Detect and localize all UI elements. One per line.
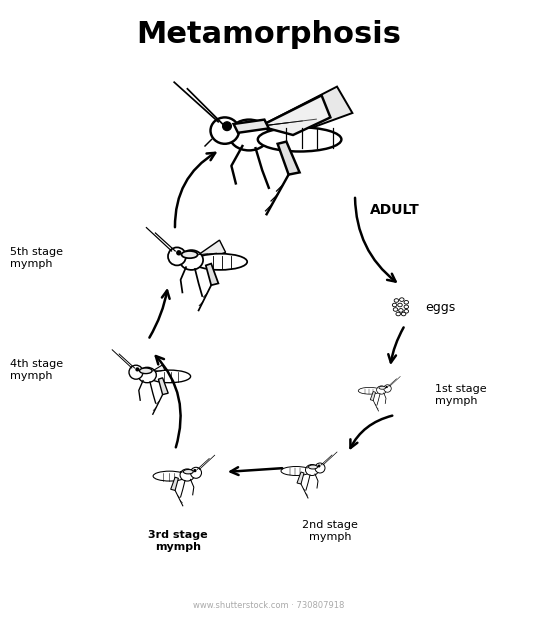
Ellipse shape xyxy=(179,250,203,270)
Text: ADULT: ADULT xyxy=(370,203,420,217)
Ellipse shape xyxy=(223,122,231,131)
Text: www.shutterstock.com · 730807918: www.shutterstock.com · 730807918 xyxy=(194,601,344,610)
Ellipse shape xyxy=(190,467,202,478)
Polygon shape xyxy=(260,95,330,135)
Ellipse shape xyxy=(194,469,197,472)
Ellipse shape xyxy=(379,386,385,389)
Ellipse shape xyxy=(404,309,409,313)
Ellipse shape xyxy=(180,469,195,481)
Ellipse shape xyxy=(399,309,403,312)
Ellipse shape xyxy=(149,370,191,383)
Polygon shape xyxy=(370,391,376,401)
Polygon shape xyxy=(153,365,165,375)
Polygon shape xyxy=(305,467,308,470)
Polygon shape xyxy=(233,120,269,133)
Ellipse shape xyxy=(404,305,409,309)
Ellipse shape xyxy=(258,127,341,151)
Ellipse shape xyxy=(393,308,398,311)
Polygon shape xyxy=(265,87,353,131)
Ellipse shape xyxy=(377,386,386,394)
Ellipse shape xyxy=(398,303,402,307)
Ellipse shape xyxy=(138,367,156,383)
Ellipse shape xyxy=(404,301,409,304)
Ellipse shape xyxy=(129,365,143,379)
Text: 1st stage
mymph: 1st stage mymph xyxy=(435,384,487,406)
Ellipse shape xyxy=(317,464,321,467)
Polygon shape xyxy=(179,471,183,475)
Ellipse shape xyxy=(183,469,194,474)
Ellipse shape xyxy=(385,386,388,388)
Polygon shape xyxy=(278,141,300,175)
Text: 5th stage
mymph: 5th stage mymph xyxy=(10,247,63,269)
Text: Metamorphosis: Metamorphosis xyxy=(136,20,402,49)
Ellipse shape xyxy=(176,250,182,255)
Ellipse shape xyxy=(399,298,404,301)
Ellipse shape xyxy=(358,388,381,394)
Ellipse shape xyxy=(392,303,397,307)
Ellipse shape xyxy=(211,117,239,144)
Ellipse shape xyxy=(153,471,186,481)
Ellipse shape xyxy=(306,464,319,476)
Text: 3rd stage
mymph: 3rd stage mymph xyxy=(148,530,208,552)
Ellipse shape xyxy=(394,299,399,303)
Polygon shape xyxy=(198,240,226,260)
Polygon shape xyxy=(158,378,168,394)
Text: eggs: eggs xyxy=(425,301,455,314)
Ellipse shape xyxy=(315,463,325,473)
Ellipse shape xyxy=(182,251,198,258)
Ellipse shape xyxy=(168,247,186,265)
Polygon shape xyxy=(171,477,178,490)
Ellipse shape xyxy=(140,368,152,374)
Polygon shape xyxy=(206,264,218,285)
Ellipse shape xyxy=(193,254,247,270)
Ellipse shape xyxy=(229,120,269,151)
Text: 2nd stage
mymph: 2nd stage mymph xyxy=(302,520,358,542)
Ellipse shape xyxy=(308,465,317,469)
Text: 4th stage
mymph: 4th stage mymph xyxy=(10,359,63,381)
Ellipse shape xyxy=(402,312,406,316)
Ellipse shape xyxy=(396,312,400,316)
Ellipse shape xyxy=(135,367,140,371)
Polygon shape xyxy=(297,472,304,484)
Ellipse shape xyxy=(384,385,391,392)
Ellipse shape xyxy=(281,466,311,476)
